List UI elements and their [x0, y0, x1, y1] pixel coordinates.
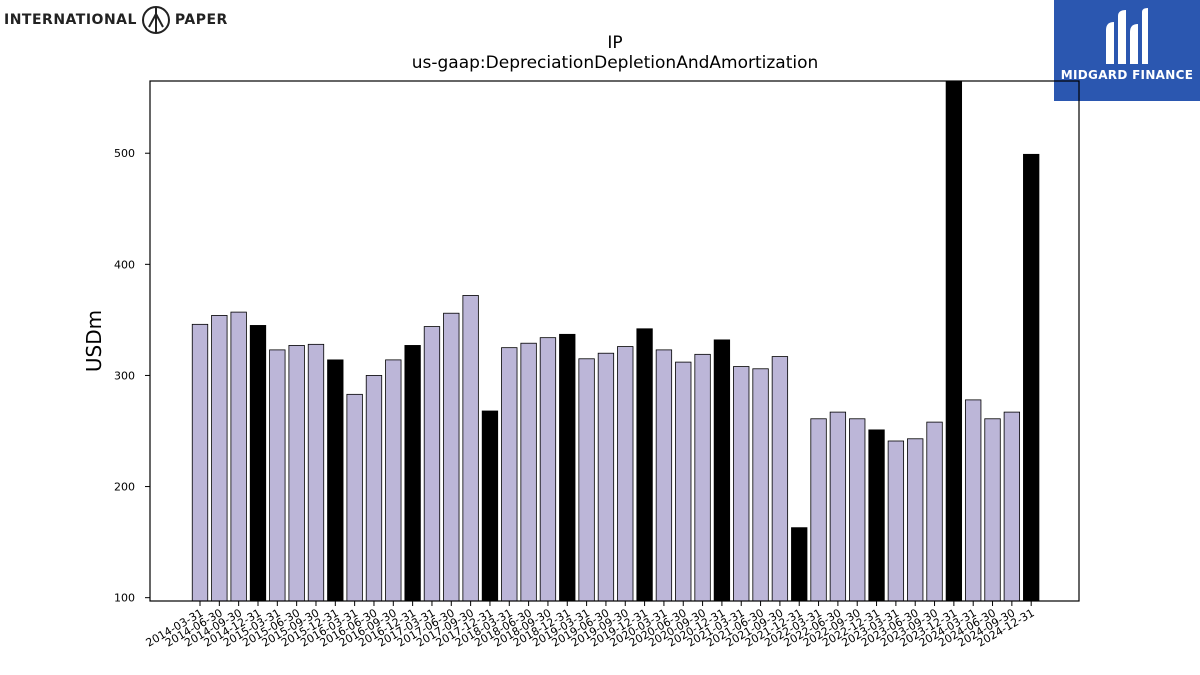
bar-2021-03-31 [733, 366, 750, 602]
bar-2014-12-31 [249, 325, 267, 602]
bars-group [191, 80, 1040, 602]
bar-2023-12-31 [945, 80, 963, 602]
bar-2019-03-31 [578, 358, 595, 602]
bar-2022-06-30 [829, 411, 847, 602]
ip-tree-icon [141, 6, 170, 34]
bar-2014-09-30 [230, 311, 247, 602]
bar-2016-03-31 [346, 393, 363, 602]
bar-2015-06-30 [288, 345, 305, 602]
bar-2018-06-30 [520, 342, 537, 602]
bar-2017-06-30 [443, 312, 460, 602]
y-tick-label: 100 [114, 592, 135, 605]
international-paper-logo: INTERNATIONAL PAPER [4, 4, 228, 36]
midgard-mark-icon [1106, 8, 1148, 64]
bar-2019-06-30 [597, 352, 615, 602]
plot-frame [149, 80, 1080, 602]
ip-logo-left-text: INTERNATIONAL [4, 12, 137, 28]
y-tick-label: 200 [114, 481, 135, 494]
bar-2024-12-31 [1023, 153, 1040, 602]
y-tick-label: 400 [114, 258, 135, 271]
bar-2022-03-31 [810, 418, 827, 602]
bar-2020-09-30 [694, 353, 711, 602]
bar-2024-06-30 [984, 418, 1001, 602]
chart-subtitle: us-gaap:DepreciationDepletionAndAmortiza… [412, 53, 819, 73]
midgard-finance-logo: MIDGARD FINANCE [1054, 0, 1200, 101]
bar-2015-12-31 [327, 359, 344, 602]
bar-2021-06-30 [752, 368, 769, 602]
bar-2022-12-31 [868, 429, 885, 602]
bar-2017-09-30 [462, 295, 479, 602]
bar-2023-06-30 [907, 438, 924, 602]
y-axis-ticks: 100 200 300 400 500 [114, 147, 150, 605]
bar-2018-09-30 [539, 337, 557, 602]
ip-logo-right-text: PAPER [174, 12, 228, 28]
bar-2019-09-30 [617, 346, 634, 602]
bar-2016-09-30 [385, 359, 402, 602]
y-axis-label: USDm [82, 310, 106, 372]
bar-2020-03-31 [655, 349, 673, 602]
chart-title: IP [607, 33, 622, 53]
bar-2024-09-30 [1003, 411, 1021, 602]
bar-2021-09-30 [771, 356, 789, 602]
y-tick-label: 500 [114, 147, 135, 160]
bar-2014-06-30 [211, 315, 228, 602]
bar-2016-12-31 [404, 345, 421, 602]
bar-2015-09-30 [307, 343, 325, 602]
bar-2023-03-31 [887, 440, 905, 602]
bar-2018-03-31 [501, 347, 518, 602]
bar-2020-12-31 [713, 339, 731, 602]
bar-2017-03-31 [423, 326, 441, 602]
bar-2018-12-31 [559, 333, 576, 602]
bar-2014-03-31 [191, 323, 209, 602]
bar-2021-12-31 [791, 527, 808, 602]
bar-2016-06-30 [365, 375, 383, 602]
bar-2015-03-31 [269, 349, 286, 602]
bar-2022-09-30 [849, 418, 866, 602]
bar-2020-06-30 [675, 361, 692, 602]
midgard-name: MIDGARD FINANCE [1060, 68, 1194, 82]
bar-2019-12-31 [636, 328, 653, 602]
y-tick-label: 300 [114, 369, 135, 382]
x-axis-ticks: 2014-03-312014-06-302014-09-302014-12-31… [144, 601, 1037, 650]
bar-2024-03-31 [965, 399, 982, 602]
bar-2023-09-30 [926, 421, 943, 602]
bar-2017-12-31 [481, 410, 499, 602]
